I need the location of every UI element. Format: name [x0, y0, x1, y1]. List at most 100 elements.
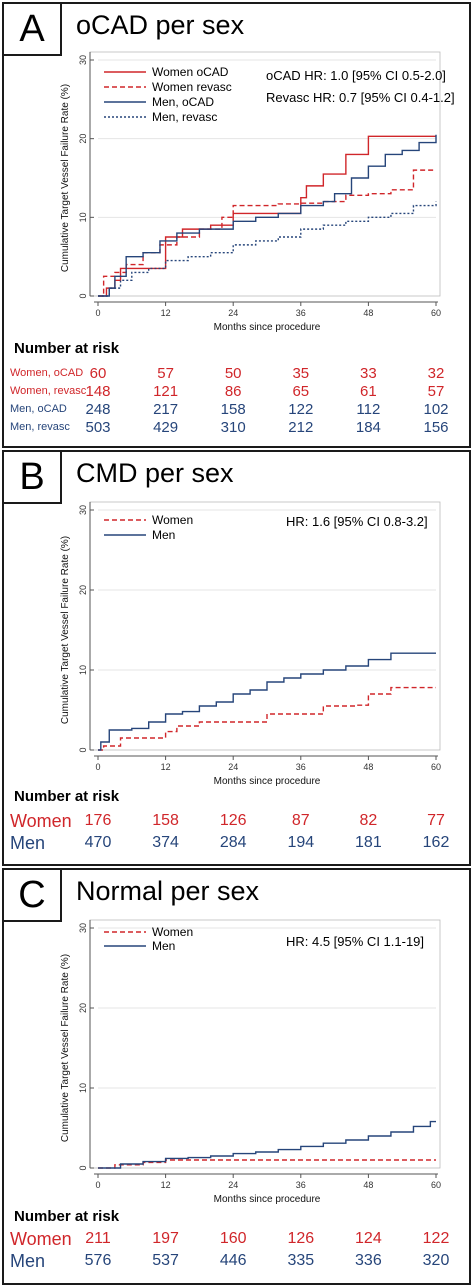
panel-normal: C Normal per sex 0 10 20 30 0 12 24 36 48 60 Month…: [2, 868, 471, 1285]
risk-count: 335: [287, 1252, 315, 1270]
x-tick-label: 48: [363, 1180, 373, 1190]
y-tick-label: 30: [78, 55, 88, 65]
legend-label: Women oCAD: [152, 65, 229, 79]
series-line-4: [98, 201, 437, 297]
x-tick-label: 36: [296, 1180, 306, 1190]
risk-count: 124: [355, 1230, 382, 1248]
risk-count: 32: [427, 365, 445, 382]
risk-count: 57: [157, 365, 174, 382]
panel-letter: B: [4, 452, 62, 504]
x-tick-label: 36: [296, 762, 306, 772]
risk-count: 181: [355, 834, 382, 852]
risk-count: 537: [152, 1252, 179, 1270]
y-tick-label: 10: [78, 665, 88, 675]
risk-count: 102: [423, 401, 449, 418]
risk-count: 446: [219, 1252, 247, 1270]
y-tick-label: 0: [78, 747, 88, 752]
plot-frame: [89, 919, 441, 1169]
hazard-ratio-text: HR: 1.6 [95% CI 0.8-3.2]: [286, 514, 428, 529]
legend-label: Women: [152, 925, 193, 939]
y-tick-label: 20: [78, 585, 88, 595]
x-axis-title: Months since procedure: [214, 1194, 321, 1205]
legend-label: Men: [152, 939, 175, 953]
risk-row-label: Men: [10, 1251, 46, 1272]
panel-ocad: A oCAD per sex 0 10 20 30 0 12 24 36 48 60 Months …: [2, 2, 471, 448]
series-line-1: [98, 135, 436, 297]
legend-label: Men: [152, 528, 175, 542]
risk-count: 148: [85, 383, 111, 400]
legend-label: Women revasc: [152, 80, 232, 94]
risk-count: 60: [89, 365, 107, 382]
y-tick-label: 10: [78, 1083, 88, 1093]
number-at-risk-heading: Number at risk: [14, 788, 120, 805]
risk-count: 122: [422, 1230, 450, 1248]
risk-count: 320: [422, 1252, 450, 1270]
plot-frame: [89, 51, 441, 297]
risk-count: 77: [427, 812, 445, 830]
hazard-ratio-text: oCAD HR: 1.0 [95% CI 0.5-2.0]: [266, 68, 446, 83]
km-chart: 0 10 20 30 0 12 24 36 48 60 Months since procedure…: [60, 501, 441, 787]
risk-count: 184: [355, 419, 381, 436]
risk-count: 576: [84, 1252, 112, 1270]
risk-count: 248: [85, 401, 111, 418]
risk-count: 194: [287, 834, 315, 852]
y-tick-label: 10: [78, 212, 88, 222]
legend-label: Women: [152, 513, 193, 527]
km-chart: 0 10 20 30 0 12 24 36 48 60 Months since procedure…: [60, 51, 441, 333]
hazard-ratio-text: Revasc HR: 0.7 [95% CI 0.4-1.2]: [266, 90, 455, 105]
x-tick-label: 48: [363, 308, 373, 318]
risk-count: 126: [287, 1230, 315, 1248]
risk-count: 126: [219, 812, 247, 830]
x-tick-label: 24: [228, 1180, 238, 1190]
x-tick-label: 24: [228, 308, 238, 318]
y-tick-label: 30: [78, 923, 88, 933]
risk-count: 429: [153, 419, 179, 436]
risk-count: 65: [292, 383, 310, 400]
risk-row-label: Men, revasc: [10, 421, 70, 434]
x-tick-label: 36: [296, 308, 306, 318]
risk-count: 176: [84, 812, 112, 830]
risk-count: 121: [153, 383, 179, 400]
risk-count: 284: [219, 834, 247, 852]
series-line-1: [98, 686, 436, 751]
x-tick-label: 0: [95, 1180, 100, 1190]
risk-count: 86: [224, 383, 242, 400]
risk-count: 57: [427, 383, 445, 400]
panel-title: CMD per sex: [76, 458, 234, 488]
risk-row-label: Women: [10, 811, 72, 832]
number-at-risk-heading: Number at risk: [14, 1208, 120, 1225]
km-chart: 0 10 20 30 0 12 24 36 48 60 Months since procedure…: [60, 919, 441, 1205]
y-tick-label: 30: [78, 505, 88, 515]
risk-row-label: Men: [10, 833, 46, 854]
risk-count: 160: [219, 1230, 247, 1248]
y-axis-title: Cumulative Target Vessel Failure Rate (%…: [60, 84, 71, 272]
risk-count: 33: [360, 365, 377, 382]
y-axis-title: Cumulative Target Vessel Failure Rate (%…: [60, 536, 71, 724]
risk-count: 374: [152, 834, 179, 852]
risk-count: 61: [360, 383, 377, 400]
x-axis-title: Months since procedure: [214, 776, 321, 787]
risk-count: 211: [85, 1230, 111, 1248]
y-tick-label: 0: [78, 293, 88, 298]
risk-count: 156: [423, 419, 449, 436]
risk-count: 212: [288, 419, 314, 436]
risk-row-label: Women: [10, 1229, 72, 1250]
series-line-3: [98, 134, 437, 297]
hazard-ratio-text: HR: 4.5 [95% CI 1.1-19]: [286, 934, 425, 949]
series-line-2: [98, 652, 436, 751]
risk-count: 35: [292, 365, 310, 382]
panel-letter: C: [4, 870, 62, 922]
x-tick-label: 60: [431, 1180, 441, 1190]
x-tick-label: 12: [161, 762, 171, 772]
risk-row-label: Men, oCAD: [10, 403, 67, 416]
risk-count: 217: [153, 401, 179, 418]
y-tick-label: 20: [78, 134, 88, 144]
x-tick-label: 60: [431, 308, 441, 318]
plot-frame: [89, 501, 441, 751]
risk-count: 122: [288, 401, 314, 418]
number-at-risk-heading: Number at risk: [14, 340, 120, 357]
y-tick-label: 20: [78, 1003, 88, 1013]
risk-count: 162: [422, 834, 450, 852]
x-axis-title: Months since procedure: [214, 322, 321, 333]
risk-count: 503: [85, 419, 111, 436]
